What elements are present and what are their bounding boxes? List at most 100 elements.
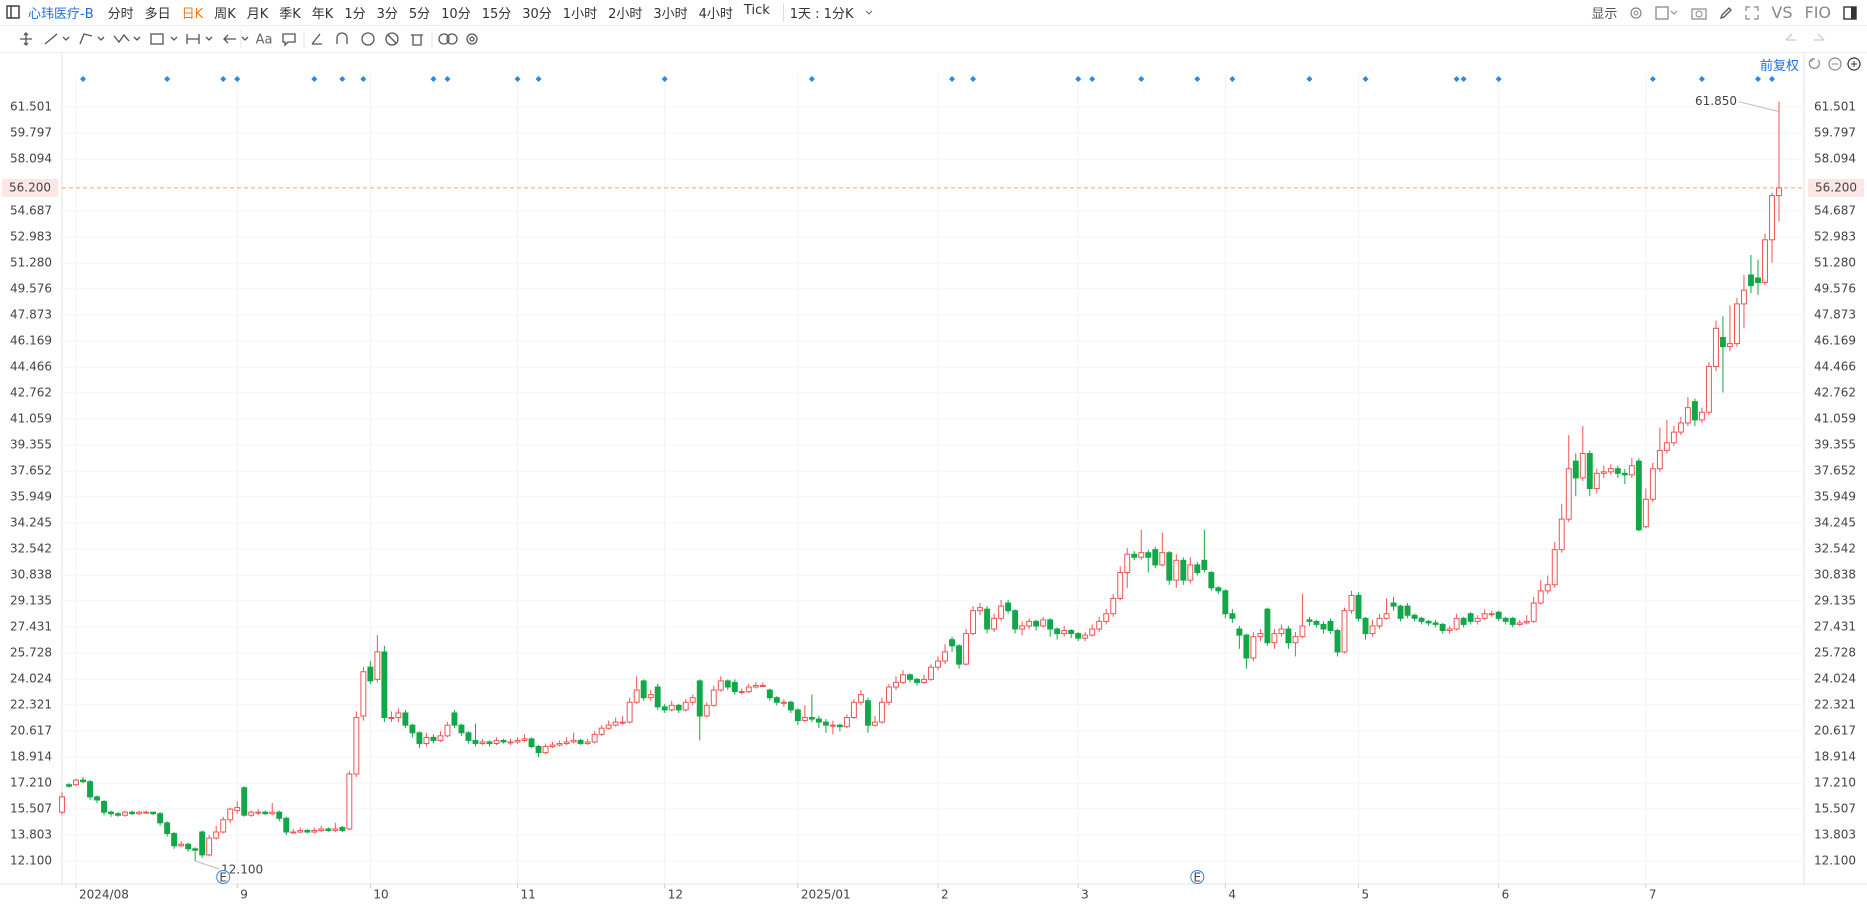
dropdown-icon[interactable] <box>241 36 249 41</box>
fio-button[interactable]: FIO <box>1804 3 1831 22</box>
interval[interactable]: 1天 : 1分K <box>782 3 853 22</box>
display-menu[interactable]: 显示 <box>1591 7 1618 22</box>
period-option[interactable]: 日K <box>181 7 204 22</box>
candle-body <box>339 826 346 831</box>
dropdown-icon[interactable] <box>864 8 874 18</box>
period-option[interactable]: 月K <box>246 7 269 22</box>
note-tool[interactable] <box>282 33 296 47</box>
panel-icon[interactable] <box>1843 5 1857 20</box>
period-option[interactable]: Tick <box>743 3 770 18</box>
earnings-marker[interactable] <box>216 870 231 884</box>
earnings-label: E <box>1194 871 1202 885</box>
candle-body <box>1537 590 1544 604</box>
channel-tool[interactable] <box>79 33 93 45</box>
compare-tool[interactable] <box>438 33 450 45</box>
sidebar-icon[interactable] <box>6 5 20 19</box>
eye-tool[interactable] <box>361 32 375 46</box>
fullscreen-icon[interactable] <box>1745 5 1760 20</box>
settings-icon[interactable] <box>1629 6 1643 20</box>
symbol[interactable]: 心玮医疗-B <box>28 7 94 22</box>
event-marker[interactable] <box>1075 76 1082 82</box>
period-option[interactable]: 30分 <box>522 7 552 22</box>
wave-tool[interactable] <box>113 33 130 44</box>
zoom-out-icon[interactable] <box>1828 57 1842 71</box>
chart-settings-icon[interactable] <box>466 33 478 45</box>
event-marker[interactable] <box>360 76 367 82</box>
event-marker[interactable] <box>970 76 977 82</box>
camera-icon[interactable] <box>1691 6 1707 20</box>
candle-body <box>745 686 752 693</box>
event-marker[interactable] <box>1649 76 1656 82</box>
period-option[interactable]: 季K <box>279 7 301 22</box>
y-tick-label: 44.466 <box>10 360 52 374</box>
period-option[interactable]: 3分 <box>376 7 398 22</box>
dropdown-icon[interactable] <box>170 36 178 41</box>
x-tick-label: 2025/01 <box>801 888 851 902</box>
period-option[interactable]: 周K <box>214 7 236 22</box>
text-tool[interactable]: Aa <box>256 33 273 48</box>
period-option[interactable]: 15分 <box>481 7 512 22</box>
event-marker[interactable] <box>1754 76 1761 82</box>
arrow-tool[interactable] <box>223 34 236 44</box>
event-marker[interactable] <box>808 76 815 82</box>
dropdown-icon[interactable] <box>97 36 105 41</box>
event-marker[interactable] <box>430 76 437 82</box>
event-marker[interactable] <box>514 76 521 82</box>
candle-body <box>1292 636 1299 644</box>
zoom-in-icon[interactable] <box>1847 57 1861 71</box>
event-marker[interactable] <box>234 76 241 82</box>
fib-tool[interactable] <box>150 33 164 45</box>
event-marker[interactable] <box>661 76 668 82</box>
dropdown-icon[interactable] <box>62 36 70 41</box>
line-tool[interactable] <box>44 33 58 45</box>
magnet-tool[interactable] <box>336 32 348 44</box>
hide-tool[interactable] <box>385 32 399 46</box>
delete-tool[interactable] <box>411 34 423 46</box>
event-marker[interactable] <box>311 76 318 82</box>
y-tick-label-right: 44.466 <box>1814 360 1856 374</box>
event-marker[interactable] <box>1768 76 1775 82</box>
event-marker[interactable] <box>80 76 87 82</box>
reset-icon[interactable] <box>1808 58 1820 69</box>
period-option[interactable]: 1分 <box>344 7 366 22</box>
dropdown-icon[interactable] <box>205 36 213 41</box>
period-option[interactable]: 4小时 <box>698 7 733 22</box>
layout-icon[interactable] <box>1655 5 1679 20</box>
period-option[interactable]: 2小时 <box>608 7 643 22</box>
period-option[interactable]: 1小时 <box>562 7 598 22</box>
candle-body <box>493 739 500 744</box>
measure-tool[interactable] <box>186 34 200 44</box>
undo-icon[interactable] <box>1785 33 1796 41</box>
period-option[interactable]: 5分 <box>408 7 431 22</box>
event-marker[interactable] <box>220 76 227 82</box>
event-marker[interactable] <box>1362 76 1369 82</box>
event-marker[interactable] <box>1495 76 1502 82</box>
period-option[interactable]: 10分 <box>441 7 471 22</box>
event-marker[interactable] <box>1194 76 1201 82</box>
period-option[interactable]: 多日 <box>144 7 171 22</box>
candle-body <box>360 671 367 717</box>
angle-tool[interactable] <box>311 33 322 45</box>
redo-icon[interactable] <box>1814 33 1825 41</box>
dropdown-icon[interactable] <box>133 36 141 41</box>
period-option[interactable]: 分时 <box>107 7 134 22</box>
event-marker[interactable] <box>339 76 346 82</box>
event-marker[interactable] <box>949 76 956 82</box>
vs-button[interactable]: VS <box>1771 3 1793 22</box>
pen-icon[interactable] <box>1719 6 1733 20</box>
event-marker[interactable] <box>164 76 171 82</box>
event-marker[interactable] <box>444 76 451 82</box>
event-marker[interactable] <box>1306 76 1313 82</box>
adjust-mode[interactable]: 前复权 <box>1760 59 1800 74</box>
event-marker[interactable] <box>1138 76 1145 82</box>
earnings-marker[interactable] <box>1190 870 1205 884</box>
move-tool[interactable] <box>20 32 32 46</box>
period-option[interactable]: 年K <box>311 7 334 22</box>
event-marker[interactable] <box>1229 76 1236 82</box>
event-marker[interactable] <box>1698 76 1705 82</box>
period-option[interactable]: 3小时 <box>653 7 688 22</box>
event-marker[interactable] <box>535 76 542 82</box>
event-marker[interactable] <box>1460 76 1467 82</box>
event-marker[interactable] <box>1089 76 1096 82</box>
event-marker[interactable] <box>1453 76 1460 82</box>
